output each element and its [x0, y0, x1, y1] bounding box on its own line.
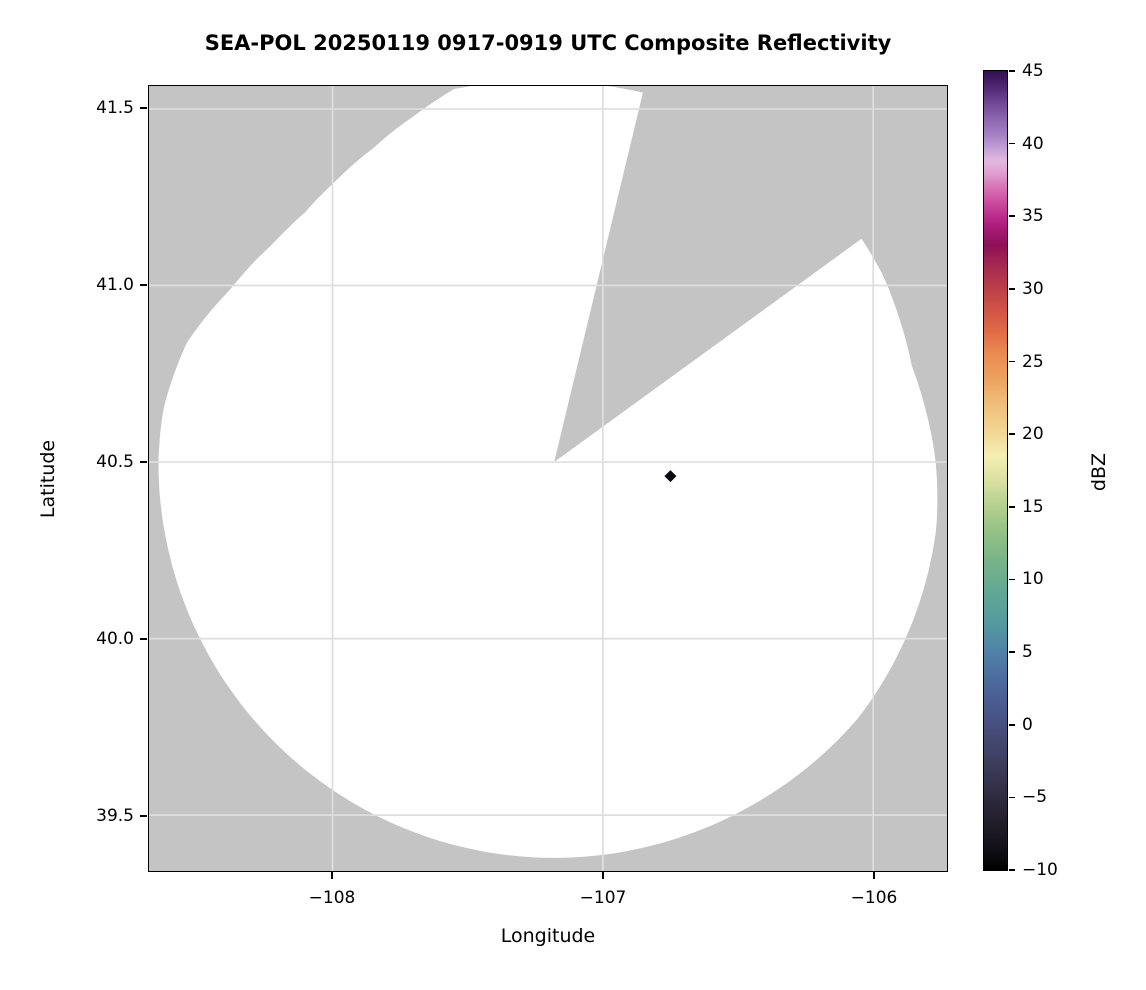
x-axis-tick [331, 872, 333, 879]
site-marker [664, 470, 677, 483]
colorbar-tick-label: 35 [1022, 206, 1044, 227]
grid-lines [149, 86, 947, 871]
colorbar-tick-label: 20 [1022, 424, 1044, 445]
x-axis-tick-label: −107 [579, 888, 627, 908]
x-axis-tick [873, 872, 875, 879]
colorbar-tick-label: 5 [1022, 642, 1033, 663]
y-axis-tick [140, 638, 147, 640]
colorbar-tick [1009, 506, 1015, 508]
y-axis-tick-label: 41.5 [96, 98, 134, 118]
x-axis-tick-label: −108 [308, 888, 356, 908]
y-axis-label: Latitude [37, 439, 59, 519]
colorbar-tick [1009, 142, 1015, 145]
colorbar-tick-label: 45 [1022, 61, 1044, 81]
colorbar-tick-label: 10 [1022, 569, 1044, 590]
x-axis-label: Longitude [500, 925, 596, 947]
y-axis-tick [140, 107, 147, 109]
colorbar-tick-label: 40 [1022, 133, 1044, 154]
colorbar [983, 70, 1008, 871]
colorbar-tick-label: 15 [1022, 496, 1044, 517]
radar-map [149, 86, 947, 871]
colorbar-tick-label: −5 [1022, 787, 1048, 808]
colorbar-tick [1009, 578, 1015, 581]
colorbar-tick [1009, 796, 1015, 799]
colorbar-tick [1009, 70, 1015, 72]
colorbar-tick [1009, 215, 1015, 218]
y-axis-tick-label: 41.0 [96, 275, 134, 295]
plot-title: SEA-POL 20250119 0917-0919 UTC Composite… [204, 31, 892, 55]
colorbar-tick [1009, 433, 1015, 435]
y-axis-tick [140, 815, 147, 817]
colorbar-tick-label: 30 [1022, 278, 1044, 299]
colorbar-tick [1009, 360, 1015, 363]
y-axis-tick-label: 40.0 [96, 629, 134, 649]
colorbar-tick [1009, 651, 1015, 653]
colorbar-tick-label: 25 [1022, 351, 1044, 372]
map-plot-area [148, 85, 948, 872]
colorbar-tick-label: −10 [1022, 860, 1058, 880]
y-axis-tick [140, 461, 147, 463]
x-axis-tick [602, 872, 604, 879]
colorbar-label: dBZ [1088, 452, 1110, 492]
colorbar-tick [1009, 288, 1015, 290]
colorbar-tick [1009, 869, 1015, 871]
y-axis-tick-label: 40.5 [96, 452, 134, 472]
y-axis-tick [140, 284, 147, 286]
x-axis-tick-label: −106 [850, 888, 898, 908]
colorbar-tick-label: 0 [1022, 714, 1033, 735]
colorbar-tick [1009, 723, 1015, 726]
y-axis-tick-label: 39.5 [96, 806, 134, 826]
blocked-sector-wedge [554, 86, 947, 463]
